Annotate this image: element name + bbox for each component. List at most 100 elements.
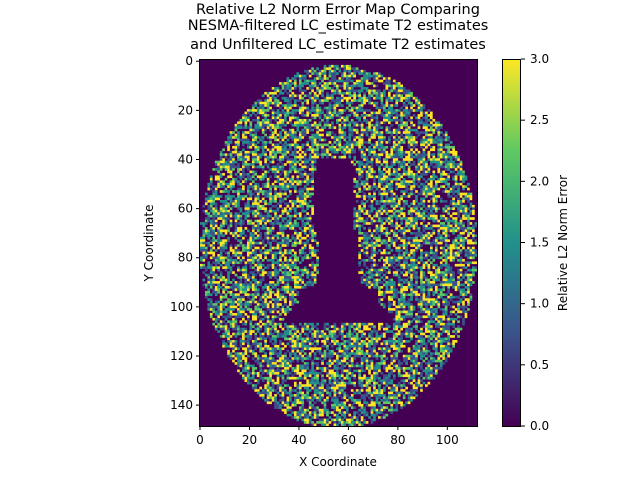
heatmap-cell (439, 172, 443, 176)
heatmap-cell (368, 195, 371, 198)
heatmap-cell (303, 268, 307, 272)
heatmap-cell (291, 227, 295, 230)
heatmap-cell (244, 217, 248, 220)
heatmap-cell (375, 273, 379, 277)
heatmap-cell (373, 273, 376, 277)
heatmap-cell (370, 244, 374, 247)
heatmap-cell (439, 131, 443, 134)
heatmap-cell (271, 271, 275, 274)
heatmap-cell (242, 236, 245, 240)
heatmap-cell (430, 114, 433, 117)
heatmap-cell (281, 271, 285, 274)
heatmap-cell (405, 133, 408, 137)
heatmap-cell (387, 263, 391, 267)
heatmap-cell (323, 116, 327, 120)
heatmap-cell (402, 89, 406, 93)
heatmap-cell (370, 133, 374, 137)
heatmap-cell (402, 256, 406, 260)
heatmap-cell (444, 158, 448, 161)
heatmap-cell (345, 150, 349, 154)
heatmap-cell (261, 276, 265, 279)
heatmap-cell (434, 182, 438, 186)
heatmap-cell (363, 261, 366, 265)
heatmap-cell (378, 278, 381, 282)
heatmap-cell (444, 227, 448, 230)
heatmap-cell (256, 136, 260, 139)
heatmap-cell (412, 271, 416, 274)
heatmap-cell (417, 204, 421, 208)
heatmap-cell (383, 192, 386, 196)
heatmap-cell (313, 106, 317, 110)
heatmap-cell (331, 77, 334, 80)
heatmap-cell (467, 187, 470, 191)
heatmap-cell (420, 222, 423, 225)
heatmap-cell (318, 145, 322, 149)
heatmap-cell (417, 101, 421, 105)
heatmap-cell (227, 182, 230, 186)
heatmap-cell (378, 168, 381, 171)
heatmap-cell (276, 94, 280, 98)
heatmap-cell (291, 109, 295, 112)
heatmap-cell (365, 82, 369, 85)
heatmap-cell (425, 227, 428, 230)
heatmap-cell (331, 87, 334, 90)
heatmap-cell (212, 246, 216, 250)
heatmap-cell (420, 104, 423, 107)
heatmap-cell (432, 207, 436, 211)
heatmap-cell (271, 114, 275, 117)
heatmap-cell (370, 101, 374, 105)
heatmap-cell (402, 246, 406, 250)
heatmap-cell (385, 258, 389, 262)
heatmap-cell (204, 200, 208, 203)
heatmap-cell (301, 285, 305, 289)
heatmap-cell (405, 89, 408, 93)
heatmap-cell (227, 227, 230, 230)
heatmap-cell (415, 136, 418, 139)
heatmap-cell (439, 281, 443, 284)
heatmap-cell (407, 212, 411, 215)
heatmap-cell (249, 177, 253, 181)
heatmap-cell (227, 168, 230, 171)
heatmap-cell (385, 231, 389, 235)
heatmap-cell (254, 118, 258, 122)
heatmap-cell (459, 172, 463, 176)
heatmap-cell (229, 170, 233, 174)
heatmap-cell (449, 145, 453, 149)
heatmap-cell (447, 256, 450, 260)
heatmap-cell (402, 177, 406, 181)
heatmap-cell (390, 109, 394, 112)
heatmap-cell (234, 283, 238, 287)
heatmap-cell (452, 217, 455, 220)
heatmap-cell (422, 214, 426, 218)
heatmap-cell (318, 123, 322, 127)
heatmap-cell (358, 236, 361, 240)
heatmap-cell (397, 126, 401, 129)
heatmap-cell (256, 222, 260, 225)
heatmap-cell (422, 256, 426, 260)
heatmap-cell (407, 239, 411, 242)
heatmap-cell (439, 136, 443, 139)
heatmap-cell (256, 241, 260, 245)
heatmap-cell (269, 207, 272, 211)
heatmap-cell (437, 165, 441, 169)
heatmap-cell (227, 251, 230, 255)
heatmap-cell (355, 67, 359, 71)
heatmap-cell (289, 200, 292, 203)
heatmap-cell (242, 126, 245, 129)
heatmap-cell (239, 187, 243, 191)
heatmap-cell (397, 96, 401, 100)
heatmap-cell (383, 175, 386, 179)
heatmap-cell (375, 133, 379, 137)
heatmap-cell (363, 207, 366, 211)
heatmap-cell (204, 251, 208, 255)
heatmap-cell (234, 251, 238, 255)
heatmap-cell (412, 163, 416, 166)
heatmap-cell (452, 163, 455, 166)
heatmap-cell (422, 106, 426, 110)
heatmap-cell (432, 153, 436, 156)
heatmap-cell (439, 175, 443, 179)
heatmap-cell (457, 165, 460, 169)
heatmap-cell (447, 263, 450, 267)
heatmap-cell (224, 190, 228, 193)
heatmap-cell (422, 192, 426, 196)
